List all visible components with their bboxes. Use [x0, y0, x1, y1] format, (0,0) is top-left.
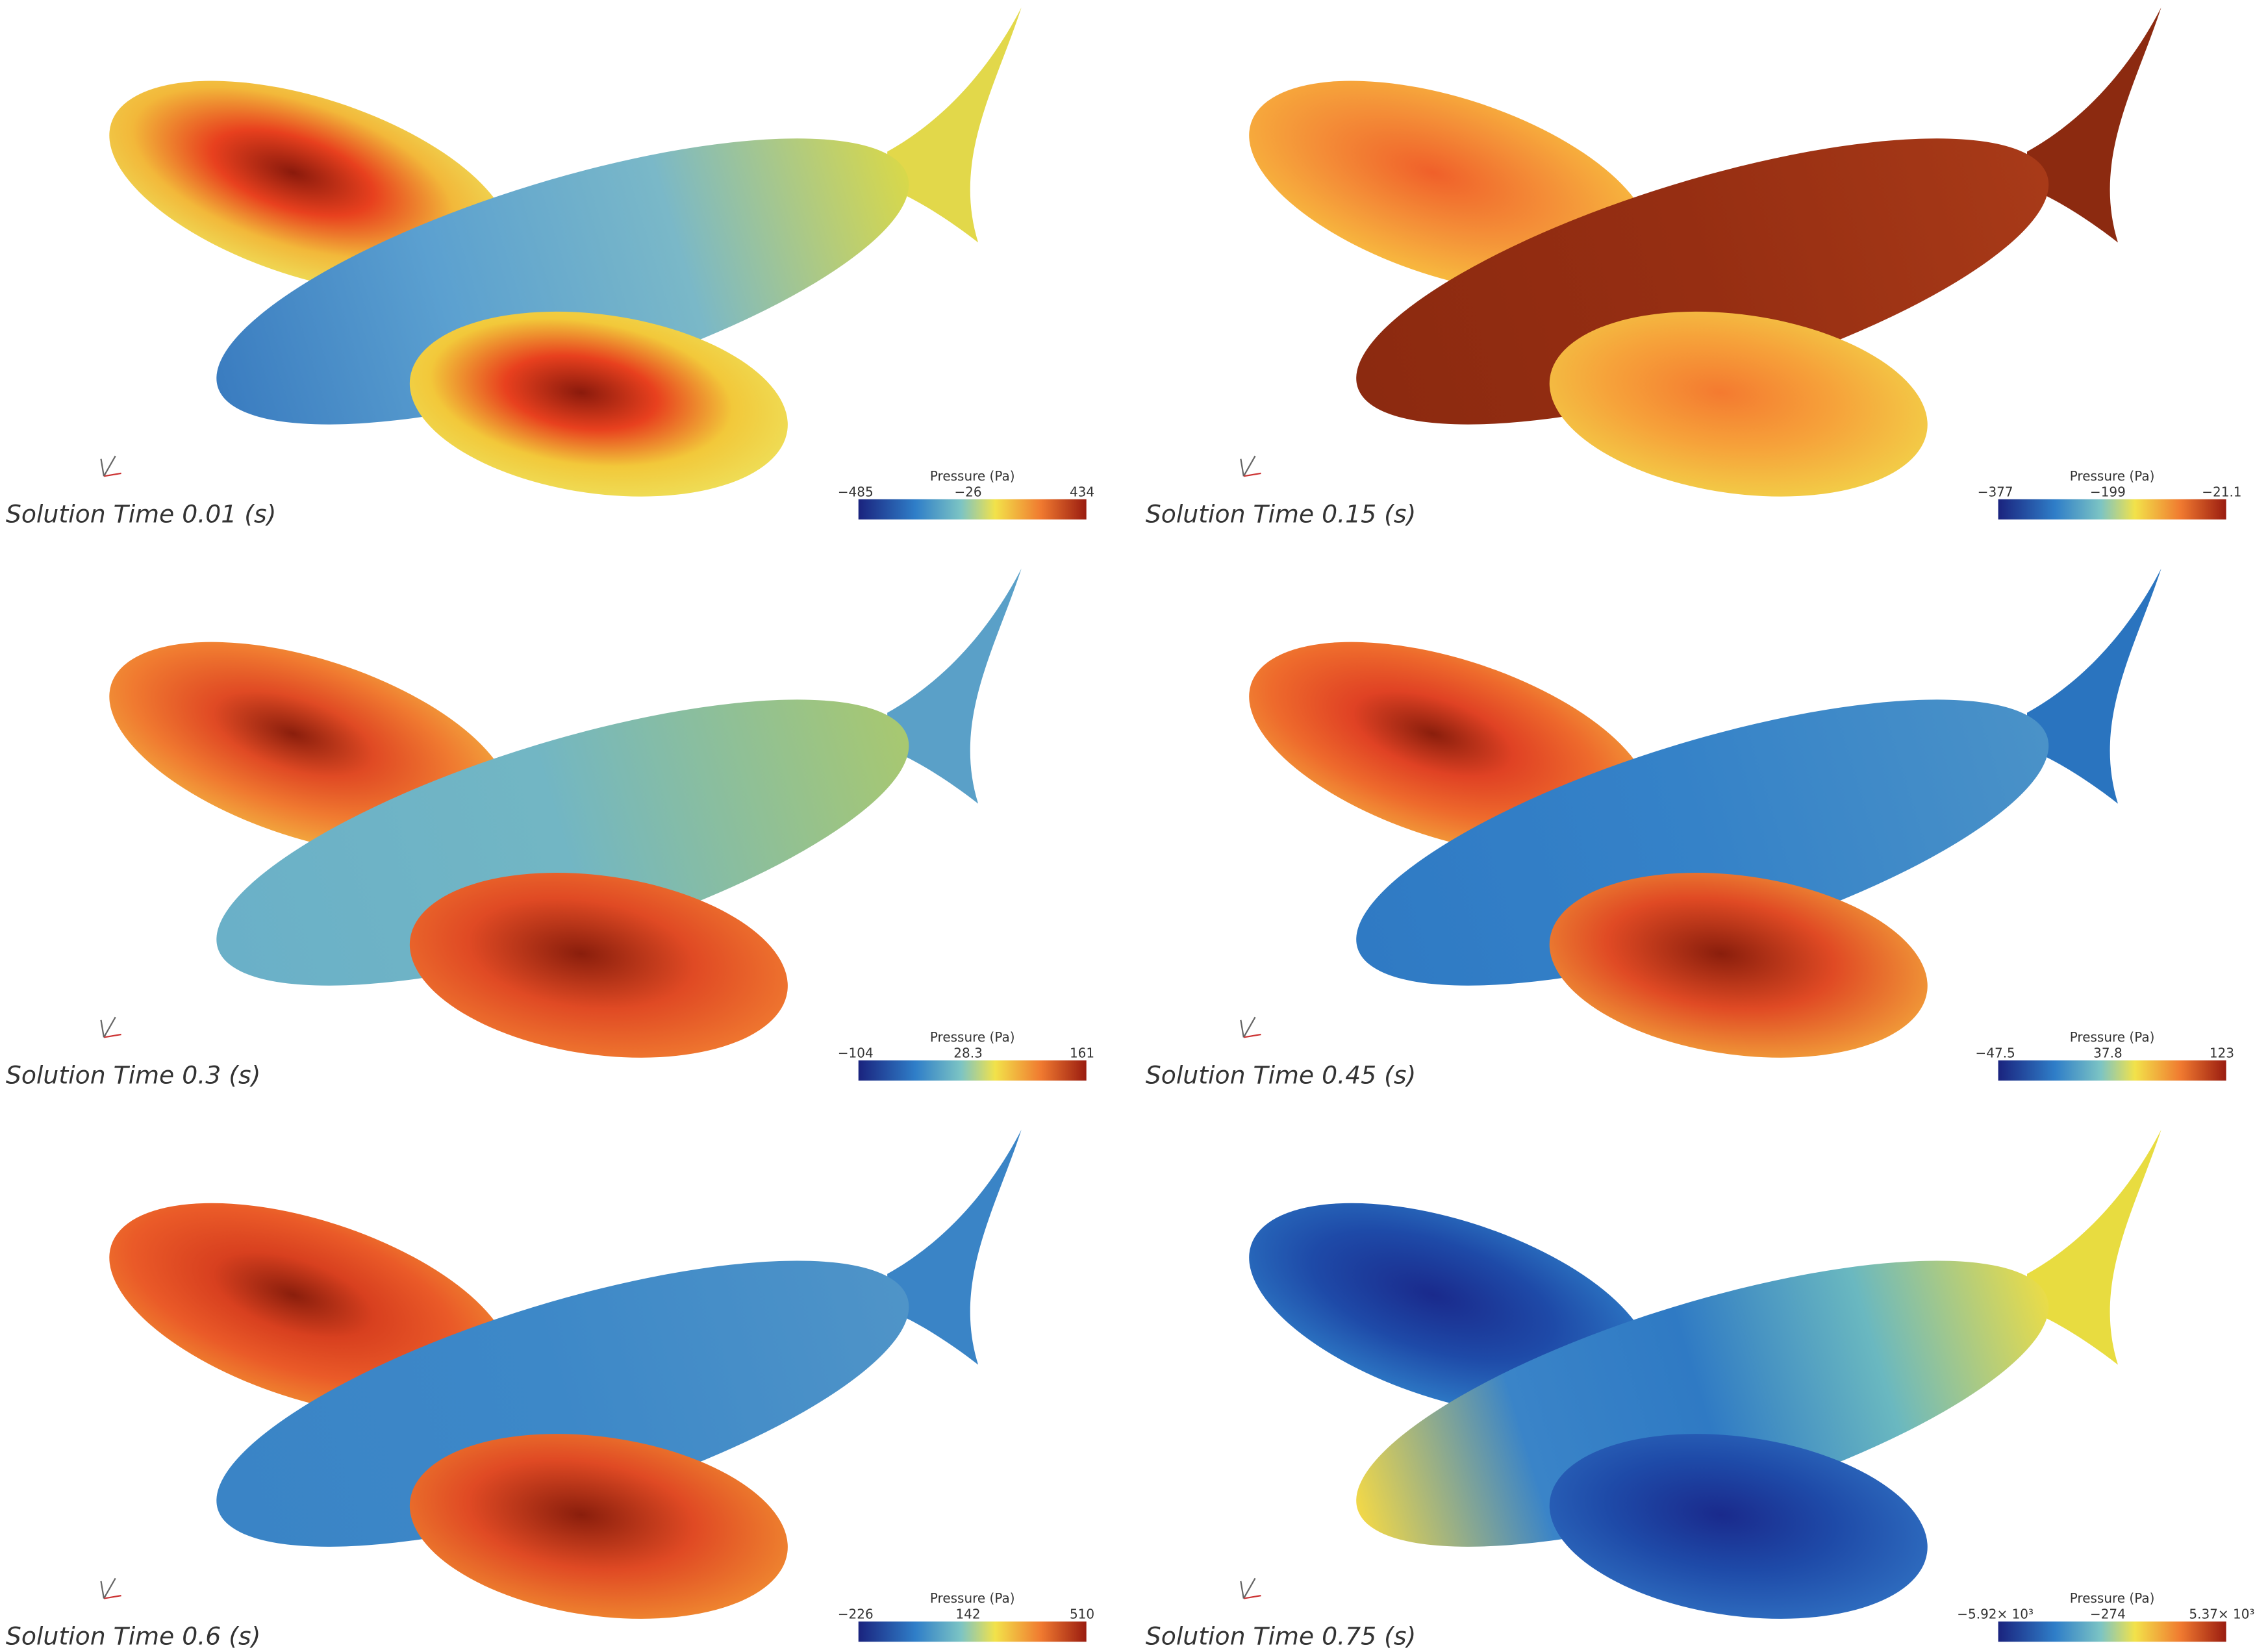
axis-icon [1243, 1033, 1261, 1038]
fish-body [1356, 138, 2049, 425]
fish-tail [887, 1129, 1022, 1365]
axis-icon [1240, 1581, 1244, 1599]
axis-icon [103, 1577, 116, 1599]
lower-fin [1549, 1434, 1928, 1619]
lower-fin [409, 311, 788, 497]
panel: Solution Time 0.6 (s) Pressure (Pa) −226 14… [6, 1129, 1094, 1651]
colorbar [858, 499, 1087, 519]
legend-mid: −274 [2090, 1607, 2126, 1622]
legend-min: −485 [838, 484, 874, 499]
colorbar [858, 1621, 1087, 1642]
legend-min: −47.5 [1976, 1045, 2015, 1061]
lower-fin [1549, 311, 1928, 497]
legend-title: Pressure (Pa) [930, 1029, 1015, 1045]
colorbar [858, 1060, 1087, 1081]
caption: Solution Time 0.6 (s) [6, 1622, 260, 1651]
legend-max: 161 [1070, 1045, 1094, 1061]
caption: Solution Time 0.15 (s) [1146, 499, 1417, 528]
fish-body [216, 138, 909, 425]
fish-tail [2027, 568, 2161, 804]
legend-mid: 28.3 [953, 1045, 983, 1061]
axis-icon [1242, 1016, 1256, 1038]
legend-max: 123 [2210, 1045, 2234, 1061]
caption: Solution Time 0.75 (s) [1146, 1622, 1417, 1651]
axis-icon [103, 1595, 121, 1599]
caption: Solution Time 0.45 (s) [1146, 1061, 1417, 1090]
fish-body [216, 699, 909, 986]
fish-tail [887, 568, 1022, 804]
panel: Solution Time 0.3 (s) Pressure (Pa) −104 28… [6, 568, 1094, 1090]
panel: Solution Time 0.45 (s) Pressure (Pa) −47.5… [1146, 568, 2234, 1090]
caption: Solution Time 0.01 (s) [6, 499, 277, 528]
legend-title: Pressure (Pa) [930, 1590, 1015, 1606]
fish-tail [2027, 7, 2161, 243]
fish-body [216, 1260, 909, 1547]
lower-fin [409, 873, 788, 1058]
legend-max: 510 [1070, 1607, 1094, 1622]
axis-icon [1242, 1577, 1256, 1599]
axis-icon [103, 472, 121, 477]
axis-icon [1242, 455, 1256, 477]
colorbar [1998, 499, 2226, 519]
colorbar [1998, 1621, 2226, 1642]
legend-mid: 37.8 [2093, 1045, 2123, 1061]
panel: Solution Time 0.15 (s) Pressure (Pa) −377 −… [1146, 7, 2242, 528]
fish-body [1356, 699, 2049, 986]
legend-min: −104 [838, 1045, 874, 1061]
legend-max: 434 [1070, 484, 1094, 499]
legend-title: Pressure (Pa) [2070, 1590, 2155, 1606]
colorbar [1998, 1060, 2226, 1081]
lower-fin [409, 1434, 788, 1619]
fish-body [1356, 1260, 2049, 1547]
axis-icon [1243, 1595, 1261, 1599]
legend-min: −5.92× 10³ [1957, 1607, 2034, 1622]
fish-tail [887, 7, 1022, 243]
panel: Solution Time 0.75 (s) Pressure (Pa) −5.92… [1146, 1129, 2254, 1651]
axis-icon [103, 1016, 116, 1038]
axis-icon [103, 1033, 121, 1038]
axis-icon [100, 1020, 105, 1038]
legend-max: 5.37× 10³ [2189, 1607, 2254, 1622]
legend-min: −377 [1978, 484, 2013, 499]
axis-icon [100, 1581, 105, 1599]
axis-icon [103, 455, 116, 477]
panel: Solution Time 0.01 (s) Pressure (Pa) −485 −… [6, 7, 1094, 528]
lower-fin [1549, 873, 1928, 1058]
legend-title: Pressure (Pa) [930, 468, 1015, 484]
axis-icon [1240, 458, 1244, 477]
legend-mid: −199 [2090, 484, 2126, 499]
axis-icon [1243, 472, 1261, 477]
caption: Solution Time 0.3 (s) [6, 1061, 260, 1090]
legend-title: Pressure (Pa) [2070, 1029, 2155, 1045]
legend-mid: 142 [955, 1607, 980, 1622]
axis-icon [1240, 1020, 1244, 1038]
legend-mid: −26 [954, 484, 981, 499]
axis-icon [100, 458, 105, 477]
fish-tail [2027, 1129, 2161, 1365]
legend-min: −226 [838, 1607, 874, 1622]
legend-max: −21.1 [2202, 484, 2241, 499]
legend-title: Pressure (Pa) [2070, 468, 2155, 484]
